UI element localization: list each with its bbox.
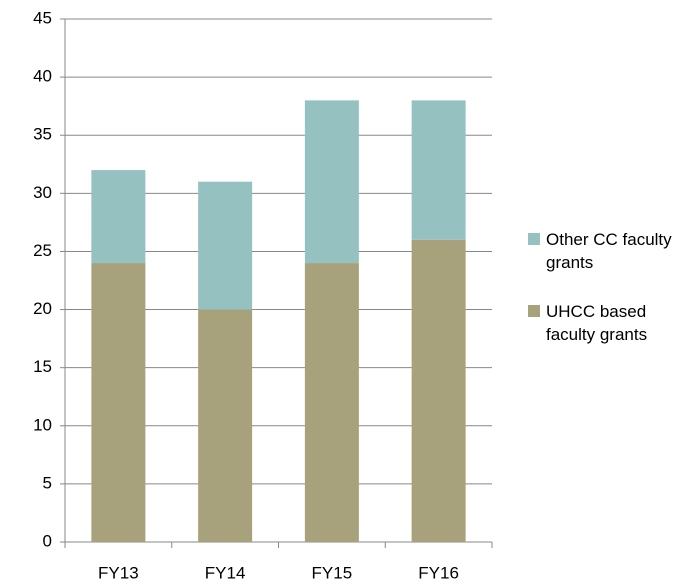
y-tick-label: 25 [33, 241, 52, 260]
x-tick-label: FY14 [205, 563, 246, 582]
legend-item: Other CC faculty grants [528, 228, 698, 274]
bar-segment [304, 100, 359, 264]
y-tick-label: 15 [33, 357, 52, 376]
y-tick-label: 20 [33, 299, 52, 318]
bar-segment [411, 239, 466, 543]
bar-segment [91, 263, 146, 542]
legend-item: UHCC based faculty grants [528, 300, 698, 346]
x-tick-label: FY13 [98, 563, 139, 582]
y-tick-label: 10 [33, 415, 52, 434]
legend-label: Other CC faculty grants [546, 230, 672, 272]
y-tick-label: 5 [43, 473, 52, 492]
bar-segment [304, 263, 359, 542]
legend-swatch [528, 233, 540, 245]
legend-swatch [528, 305, 540, 317]
y-tick-label: 0 [43, 531, 52, 550]
legend-label: UHCC based faculty grants [546, 302, 648, 344]
bar-segment [91, 170, 146, 264]
x-tick-label: FY15 [312, 563, 353, 582]
y-tick-label: 30 [33, 183, 52, 202]
legend: Other CC faculty grants UHCC based facult… [528, 228, 698, 372]
bar-segment [411, 100, 466, 240]
bar-segment [198, 309, 253, 542]
y-tick-label: 40 [33, 67, 52, 86]
bar-segment [198, 181, 253, 310]
y-tick-label: 35 [33, 125, 52, 144]
y-tick-label: 45 [33, 8, 52, 27]
x-tick-label: FY16 [418, 563, 459, 582]
